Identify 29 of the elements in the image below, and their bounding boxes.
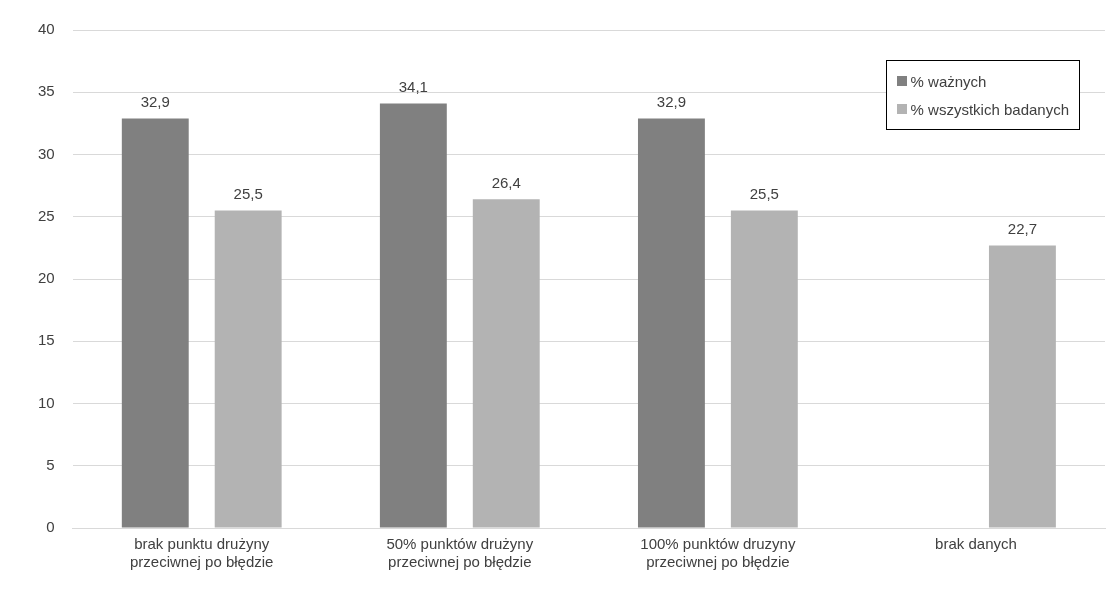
y-tick-label: 10	[38, 393, 55, 411]
data-label: 34,1	[398, 78, 428, 96]
y-tick-label: 5	[46, 455, 55, 473]
bar	[988, 245, 1056, 528]
bar	[379, 103, 447, 528]
data-label: 25,5	[749, 185, 779, 203]
legend-label: % ważnych	[910, 72, 987, 90]
y-tick-label: 25	[38, 206, 55, 224]
bar	[472, 199, 540, 528]
bar	[214, 210, 282, 528]
data-label: 25,5	[233, 185, 263, 203]
x-tick-label: 100% punktów druzyny przeciwnej po błędzie	[640, 535, 796, 571]
y-tick-label: 0	[46, 518, 55, 536]
y-tick-label: 15	[38, 331, 55, 349]
y-tick-label: 35	[38, 82, 55, 100]
y-tick-label: 30	[38, 144, 55, 162]
bar	[730, 210, 798, 528]
legend-label: % wszystkich badanych	[910, 100, 1069, 118]
x-tick-label: brak punktu drużyny przeciwnej po błędzie	[130, 535, 274, 571]
data-label: 32,9	[656, 93, 687, 111]
bar	[121, 118, 189, 528]
data-label: 32,9	[140, 93, 170, 111]
x-tick-label: 50% punktów drużyny przeciwnej po błędzie	[386, 535, 534, 571]
data-label: 26,4	[491, 173, 521, 191]
data-label: 22,7	[1007, 220, 1038, 238]
bar	[637, 118, 705, 528]
x-tick-label: brak danych	[935, 535, 1017, 553]
y-tick-label: 40	[38, 20, 55, 38]
y-tick-label: 20	[38, 269, 55, 287]
